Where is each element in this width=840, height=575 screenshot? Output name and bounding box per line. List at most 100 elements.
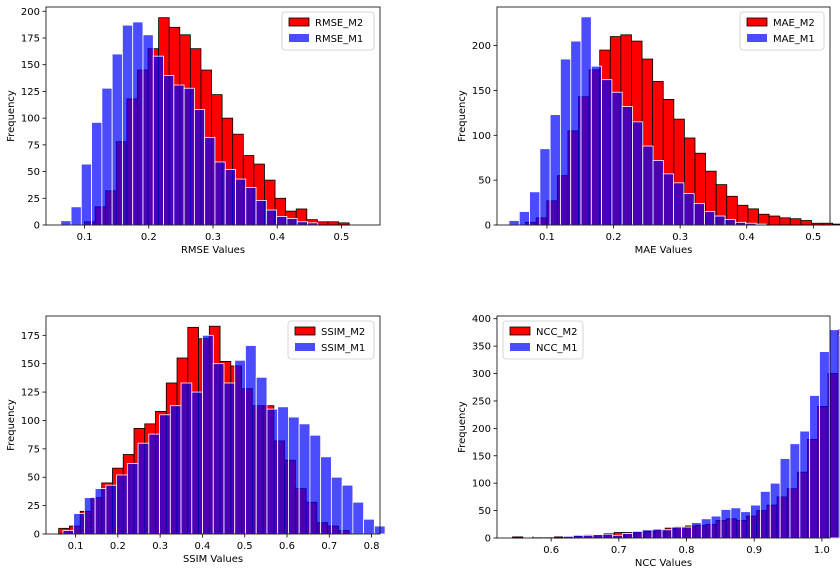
x-tick-label-ncc-1: 0.7	[611, 545, 627, 556]
bar-RMSE_M1-5	[111, 53, 123, 226]
bar-MAE_M1-16	[673, 182, 685, 226]
bar-NCC_M1-19	[710, 515, 722, 539]
y-tick-label-ssim-3: 75	[27, 444, 40, 455]
bar-RMSE_M1-16	[224, 169, 236, 226]
legend-ncc: NCC_M2 NCC_M1	[502, 320, 584, 360]
bar-SSIM_M1-25	[330, 476, 343, 535]
y-tick-label-ncc-1: 50	[478, 506, 491, 517]
bar-SSIM_M1-11	[180, 382, 193, 535]
x-tick-label-ncc-3: 0.9	[746, 545, 762, 556]
x-tick-label-rmse-0: 0.1	[77, 232, 93, 243]
bar-NCC_M1-26	[779, 458, 791, 539]
bar-SSIM_M1-20	[277, 406, 289, 535]
x-tick-label-mae-0: 0.1	[539, 232, 555, 243]
bar-SSIM_M1-22	[298, 423, 311, 535]
bar-RMSE_M1-13	[193, 109, 206, 226]
legend-swatch-RMSE_M2	[288, 17, 310, 27]
bar-NCC_M1-31	[828, 329, 840, 539]
bar-RMSE_M1-3	[91, 122, 103, 226]
legend-ssim: SSIM_M2 SSIM_M1	[287, 320, 375, 360]
x-tick-label-rmse-1: 0.2	[141, 232, 157, 243]
bar-RMSE_M2-25	[327, 221, 339, 226]
x-tick-label-ssim-4: 0.5	[237, 541, 253, 552]
bar-RMSE_M1-21	[276, 216, 288, 226]
bar-RMSE_M1-19	[255, 200, 267, 226]
bar-NCC_M1-29	[809, 395, 820, 539]
bar-SSIM_M1-5	[116, 474, 128, 535]
bar-MAE_M2-30	[832, 223, 840, 226]
bar-NCC_M1-12	[641, 529, 653, 539]
bar-SSIM_M1-1	[73, 513, 85, 535]
bar-SSIM_M1-3	[94, 488, 107, 535]
bar-MAE_M1-19	[704, 211, 716, 226]
series-NCC_M1	[533, 329, 840, 539]
axes-frame-ncc	[496, 315, 831, 539]
y-tick-label-mae-2: 100	[472, 131, 491, 142]
bar-NCC_M1-13	[651, 528, 663, 539]
legend-swatch-RMSE_M1	[289, 34, 309, 42]
y-tick-label-ncc-3: 150	[472, 451, 491, 462]
bar-RMSE_M1-4	[101, 87, 113, 226]
x-axis-label-ncc: NCC Values	[635, 558, 692, 569]
y-tick-label-ssim-1: 25	[27, 501, 40, 512]
bar-RMSE_M1-10	[163, 74, 175, 226]
y-tick-label-rmse-4: 100	[21, 114, 40, 125]
y-tick-label-ncc-6: 300	[472, 369, 491, 380]
x-axis-label-mae: MAE Values	[635, 245, 693, 256]
legend-label-RMSE_M1: RMSE_M1	[315, 34, 363, 45]
bar-MAE_M2-23	[758, 213, 770, 226]
bar-RMSE_M2-24	[316, 221, 329, 226]
bar-NCC_M1-25	[769, 482, 781, 539]
x-tick-label-ssim-0: 0.1	[68, 541, 84, 552]
bar-MAE_M1-17	[683, 193, 695, 226]
axes-frame-ssim	[45, 315, 381, 535]
y-tick-label-ncc-7: 350	[472, 342, 491, 353]
y-tick-label-rmse-3: 75	[27, 140, 40, 151]
x-tick-label-rmse-3: 0.4	[269, 232, 285, 243]
bar-MAE_M1-20	[714, 215, 726, 226]
x-tick-label-mae-1: 0.2	[606, 232, 622, 243]
y-tick-label-rmse-2: 50	[27, 167, 40, 178]
bar-SSIM_M1-13	[202, 334, 214, 535]
axes-frame-mae	[496, 6, 831, 226]
bar-SSIM_M1-14	[212, 363, 225, 535]
bar-MAE_M2-27	[800, 220, 812, 226]
y-tick-label-mae-3: 150	[472, 86, 491, 97]
bar-SSIM_M1-15	[223, 382, 236, 535]
x-axis-label-ssim: SSIM Values	[183, 554, 243, 565]
bar-SSIM_M1-6	[126, 463, 139, 535]
bar-RMSE_M1-20	[265, 209, 277, 226]
chart-rmse: 0.1 0.2 0.3 0.4 0.5 0 25 50 75 100 125 150 175 200 RMS…	[6, 6, 381, 256]
bar-MAE_M1-3	[539, 148, 551, 226]
bar-MAE_M1-1	[518, 211, 530, 226]
bar-MAE_M1-10	[611, 91, 623, 226]
y-tick-label-rmse-0: 0	[34, 221, 40, 232]
bar-SSIM_M1-16	[234, 359, 246, 535]
x-tick-label-ncc-0: 0.6	[543, 545, 559, 556]
legend-swatch-MAE_M1	[747, 34, 767, 42]
legend-swatch-NCC_M1	[510, 343, 530, 351]
bar-MAE_M1-22	[734, 221, 747, 226]
bar-MAE_M1-12	[632, 121, 644, 226]
x-tick-label-ssim-2: 0.3	[152, 541, 168, 552]
bar-NCC_M1-9	[612, 534, 623, 539]
bar-RMSE_M1-11	[173, 84, 185, 226]
bar-SSIM_M1-10	[169, 405, 182, 535]
bar-RMSE_M1-22	[286, 218, 298, 226]
bar-NCC_M1-28	[799, 430, 811, 539]
bar-NCC_M1-22	[740, 511, 751, 539]
legend-rmse: RMSE_M2 RMSE_M1	[281, 11, 375, 51]
bar-NCC_M1-21	[730, 507, 742, 539]
bar-MAE_M1-7	[580, 16, 592, 226]
bar-NCC_M1-23	[750, 504, 761, 539]
bar-MAE_M1-9	[601, 79, 613, 226]
series-SSIM_M1	[62, 334, 386, 535]
y-tick-label-rmse-6: 150	[21, 60, 40, 71]
x-tick-label-ssim-5: 0.6	[279, 541, 295, 552]
x-tick-label-ssim-3: 0.4	[194, 541, 210, 552]
legend-mae: MAE_M2 MAE_M1	[739, 11, 825, 51]
bar-MAE_M1-0	[508, 220, 520, 226]
bar-SSIM_M1-18	[255, 376, 268, 535]
bar-RMSE_M1-9	[152, 55, 164, 226]
x-axis-label-rmse: RMSE Values	[181, 245, 245, 256]
